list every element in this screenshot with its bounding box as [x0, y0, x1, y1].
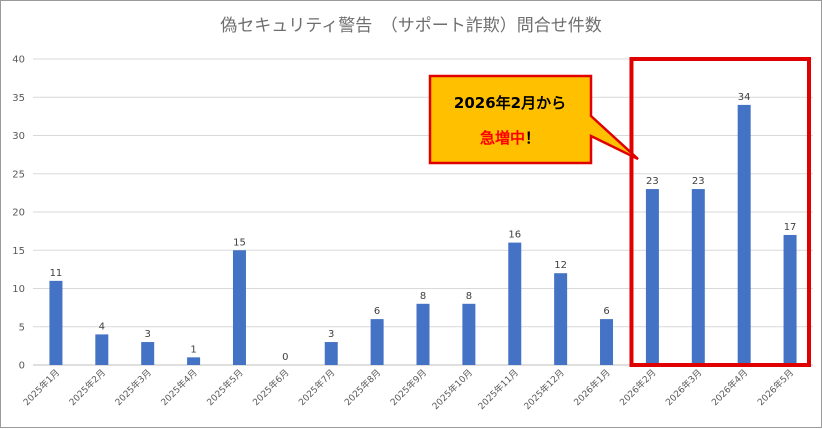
bar [554, 273, 568, 365]
callout-emphasis: 急増中 [480, 129, 525, 147]
x-tick-label: 2025年10月 [429, 367, 475, 413]
x-tick-label: 2025年11月 [475, 367, 521, 413]
bar [691, 189, 705, 365]
data-label: 6 [603, 306, 609, 317]
data-label: 3 [145, 329, 151, 340]
data-label: 17 [784, 222, 797, 233]
data-label: 8 [420, 291, 426, 302]
bar [370, 319, 384, 365]
data-label: 8 [466, 291, 472, 302]
bar [232, 250, 246, 365]
y-tick-label: 5 [19, 322, 25, 333]
data-label: 3 [328, 329, 334, 340]
x-tick-label: 2025年4月 [158, 367, 199, 408]
bar [600, 319, 614, 365]
callout-line1: 2026年2月から [454, 94, 566, 112]
data-label: 0 [282, 352, 288, 363]
x-tick-label: 2025年8月 [342, 367, 383, 408]
x-tick-label: 2025年2月 [66, 367, 107, 408]
x-tick-label: 2025年1月 [21, 367, 62, 408]
x-tick-label: 2025年12月 [521, 367, 567, 413]
y-tick-label: 10 [12, 284, 25, 295]
x-tick-label: 2025年3月 [112, 367, 153, 408]
x-tick-label: 2026年1月 [571, 367, 612, 408]
data-label: 34 [738, 92, 751, 103]
data-label: 4 [99, 321, 105, 332]
bar [783, 234, 797, 365]
bar [49, 280, 63, 365]
y-tick-label: 35 [12, 93, 25, 104]
x-tick-label: 2026年2月 [617, 367, 658, 408]
y-tick-label: 0 [19, 361, 25, 372]
data-label: 12 [554, 260, 567, 271]
data-label: 11 [50, 268, 63, 279]
bar [324, 342, 338, 365]
highlight-box [629, 57, 811, 367]
x-tick-label: 2026年5月 [755, 367, 796, 408]
x-tick-label: 2025年7月 [296, 367, 337, 408]
data-label: 15 [233, 237, 246, 248]
gridlines [33, 58, 813, 366]
data-label: 1 [190, 344, 196, 355]
data-labels: 11 4 3 1 15 0 3 6 8 8 16 12 6 23 23 34 17 [50, 92, 797, 363]
data-label: 16 [508, 230, 521, 241]
y-tick-label: 15 [12, 246, 25, 257]
bar [645, 189, 659, 365]
chart-title: 偽セキュリティ警告 （サポート詐欺）問合せ件数 [220, 16, 601, 36]
bar [737, 104, 751, 366]
y-axis-ticks: 0 5 10 15 20 25 30 35 40 [12, 55, 25, 372]
x-tick-label: 2026年3月 [663, 367, 704, 408]
bar [508, 242, 522, 365]
callout-exclamation: ！ [525, 129, 540, 147]
bar [187, 357, 201, 365]
data-label: 6 [374, 306, 380, 317]
data-label: 23 [692, 176, 705, 187]
x-tick-label: 2025年5月 [204, 367, 245, 408]
callout-line2: 急増中！ [480, 129, 540, 147]
x-tick-label: 2026年4月 [709, 367, 750, 408]
x-axis-ticks: 2025年1月 2025年2月 2025年3月 2025年4月 2025年5月 2025年… [21, 367, 797, 413]
callout-box [428, 74, 639, 165]
x-tick-label: 2025年9月 [388, 367, 429, 408]
callout: 2026年2月から 急増中！ [428, 74, 639, 165]
y-tick-label: 40 [12, 55, 25, 66]
bar-series [49, 104, 797, 366]
bar [95, 334, 109, 365]
data-label: 23 [646, 176, 659, 187]
bar [416, 303, 430, 365]
bar [462, 303, 476, 365]
x-tick-label: 2025年6月 [250, 367, 291, 408]
y-tick-label: 25 [12, 169, 25, 180]
y-tick-label: 30 [12, 131, 25, 142]
bar [141, 342, 155, 365]
y-tick-label: 20 [12, 208, 25, 219]
